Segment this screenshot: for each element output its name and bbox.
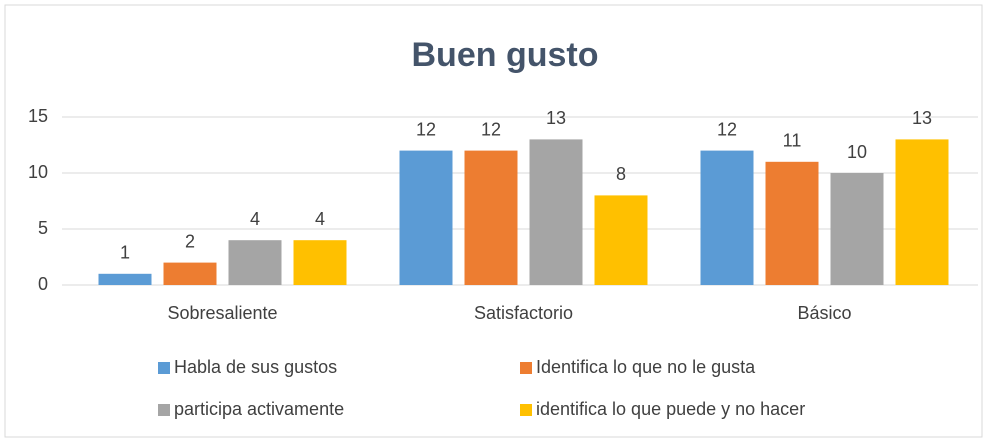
legend-label: Identifica lo que no le gusta	[536, 357, 756, 377]
bar	[293, 240, 347, 285]
data-label: 12	[717, 119, 737, 139]
legend-label: identifica lo que puede y no hacer	[536, 399, 805, 419]
data-label: 8	[616, 164, 626, 184]
legend-swatch	[158, 362, 170, 374]
data-label: 13	[912, 108, 932, 128]
bar	[765, 161, 819, 285]
bar	[830, 173, 884, 285]
chart-title: Buen gusto	[412, 36, 599, 74]
legend-swatch	[520, 404, 532, 416]
x-tick-label: Sobresaliente	[167, 303, 277, 323]
legend-label: Habla de sus gustos	[174, 357, 337, 377]
bar	[700, 150, 754, 285]
data-label: 12	[481, 119, 501, 139]
data-label: 1	[120, 243, 130, 263]
legend-label: participa activamente	[174, 399, 344, 419]
bar	[228, 240, 282, 285]
data-label: 4	[250, 209, 260, 229]
data-label: 10	[847, 142, 867, 162]
bar	[163, 262, 217, 285]
bar	[399, 150, 453, 285]
y-tick-label: 0	[38, 274, 48, 294]
legend-swatch	[520, 362, 532, 374]
y-tick-label: 10	[28, 162, 48, 182]
bar	[594, 195, 648, 285]
data-label: 13	[546, 108, 566, 128]
data-label: 12	[416, 119, 436, 139]
data-label: 11	[783, 131, 802, 151]
data-label: 4	[315, 209, 325, 229]
x-tick-label: Básico	[797, 303, 851, 323]
data-label: 2	[185, 231, 195, 251]
legend-swatch	[158, 404, 170, 416]
bar	[464, 150, 518, 285]
y-tick-label: 5	[38, 218, 48, 238]
bar	[895, 139, 949, 285]
x-tick-label: Satisfactorio	[474, 303, 573, 323]
bar	[529, 139, 583, 285]
bar	[98, 273, 152, 285]
y-tick-label: 15	[28, 106, 48, 126]
